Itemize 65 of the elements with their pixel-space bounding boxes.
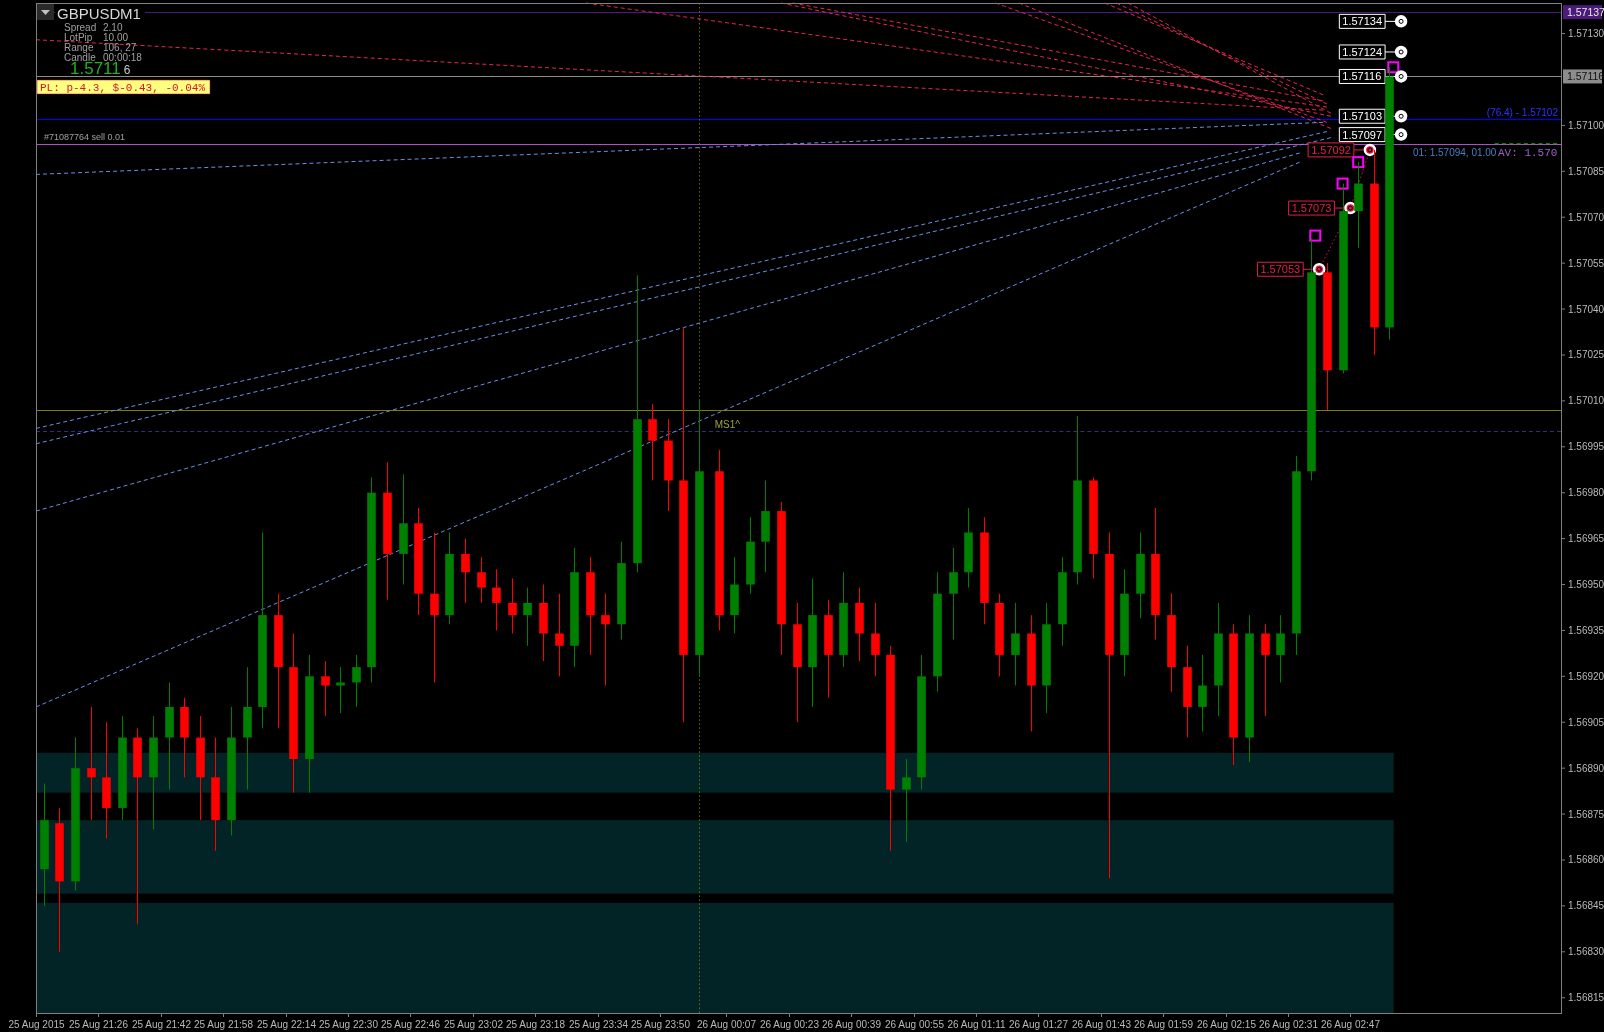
y-tick-label: 1.57070 <box>1568 211 1604 223</box>
y-tick-label: 1.57100 <box>1568 119 1604 131</box>
chart-subtitle: M1 <box>120 5 141 22</box>
annotation: 10.00 <box>103 32 129 43</box>
annotation: 01: 1.57094, 01.00 <box>1413 147 1497 158</box>
annotation: 1.57134 <box>1342 15 1383 28</box>
x-tick-label: 25 Aug 21:42 <box>132 1019 192 1030</box>
x-tick-label: 26 Aug 00:55 <box>885 1019 945 1030</box>
annotation: 00:00:18 <box>103 52 143 63</box>
annotation: 1.57103 <box>1342 110 1383 123</box>
y-tick-label: 1.57040 <box>1568 303 1604 315</box>
annotation: (76.4) - 1.57102 <box>1486 107 1559 118</box>
annotation: 1.57124 <box>1342 45 1383 58</box>
annotation: 1.57092 <box>1311 143 1351 156</box>
x-tick-label: 26 Aug 02:15 <box>1197 1019 1257 1030</box>
x-tick-label: 26 Aug 01:27 <box>1009 1019 1069 1030</box>
annotation: 1.57073 <box>1291 202 1332 215</box>
annotation: AV: 1.570 <box>1498 147 1558 159</box>
y-tick-label: 1.56980 <box>1568 487 1604 499</box>
y-tick-label: 1.56860 <box>1568 854 1604 866</box>
x-tick-label: 26 Aug 00:23 <box>760 1019 820 1030</box>
x-tick-label: 25 Aug 23:18 <box>506 1019 566 1030</box>
x-tick-label: 25 Aug 22:46 <box>381 1019 441 1030</box>
y-tick-label: 1.56965 <box>1568 533 1604 545</box>
x-tick-label: 25 Aug 23:02 <box>444 1019 504 1030</box>
annotation: #71087764 sell 0.01 <box>44 132 126 142</box>
y-tick-label: 1.56875 <box>1568 808 1604 820</box>
annotation: 1.57097 <box>1342 128 1383 141</box>
y-tick-label: 1.56905 <box>1568 716 1604 728</box>
x-tick-label: 26 Aug 01:59 <box>1134 1019 1194 1030</box>
y-tick-label: 1.56815 <box>1568 992 1604 1004</box>
x-tick-label: 26 Aug 02:31 <box>1259 1019 1319 1030</box>
annotation: 1.57053 <box>1260 263 1301 276</box>
annotation: Range <box>64 42 94 53</box>
annotation: 1.57116 <box>1342 70 1382 83</box>
y-tick-label: 1.57085 <box>1568 165 1604 177</box>
x-tick-label: 26 Aug 02:47 <box>1321 1019 1381 1030</box>
x-tick-label: 25 Aug 21:26 <box>69 1019 129 1030</box>
y-tick-label: 1.56830 <box>1568 946 1604 958</box>
x-tick-label: 25 Aug 23:34 <box>569 1019 629 1030</box>
x-tick-label: 25 Aug 22:14 <box>257 1019 317 1030</box>
y-tick-label: 1.57130 <box>1568 28 1604 40</box>
chart-title: GBPUSD <box>57 5 121 22</box>
annotation: PL: p-4.3, $-0.43, -0.04% <box>40 82 206 94</box>
x-tick-label: 26 Aug 00:07 <box>697 1019 757 1030</box>
annotation: 106, 27 <box>103 42 137 53</box>
x-tick-label: 25 Aug 21:58 <box>194 1019 254 1030</box>
annotation: 2.10 <box>103 22 123 33</box>
x-tick-label: 26 Aug 00:39 <box>822 1019 882 1030</box>
y-tick-label: 1.56950 <box>1568 579 1604 591</box>
x-tick-label: 26 Aug 01:43 <box>1072 1019 1132 1030</box>
y-tick-label: 1.57055 <box>1568 257 1604 269</box>
annotation: MS1^ <box>714 419 741 431</box>
y-tick-label: 1.57025 <box>1568 349 1604 361</box>
x-tick-label: 25 Aug 2015 <box>8 1019 66 1030</box>
x-tick-label: 25 Aug 22:30 <box>319 1019 379 1030</box>
y-tick-label: 1.56890 <box>1568 762 1604 774</box>
y-tick-label: 1.56935 <box>1568 624 1604 636</box>
annotation: Spread <box>64 22 97 33</box>
x-tick-label: 25 Aug 23:50 <box>631 1019 691 1030</box>
y-tick-label: 1.56845 <box>1568 900 1604 912</box>
y-tick-label: 1.56920 <box>1568 670 1604 682</box>
x-tick-label: 26 Aug 01:11 <box>947 1019 1007 1030</box>
y-tick-label: 1.57010 <box>1568 395 1604 407</box>
y-tick-label: 1.56995 <box>1568 441 1604 453</box>
